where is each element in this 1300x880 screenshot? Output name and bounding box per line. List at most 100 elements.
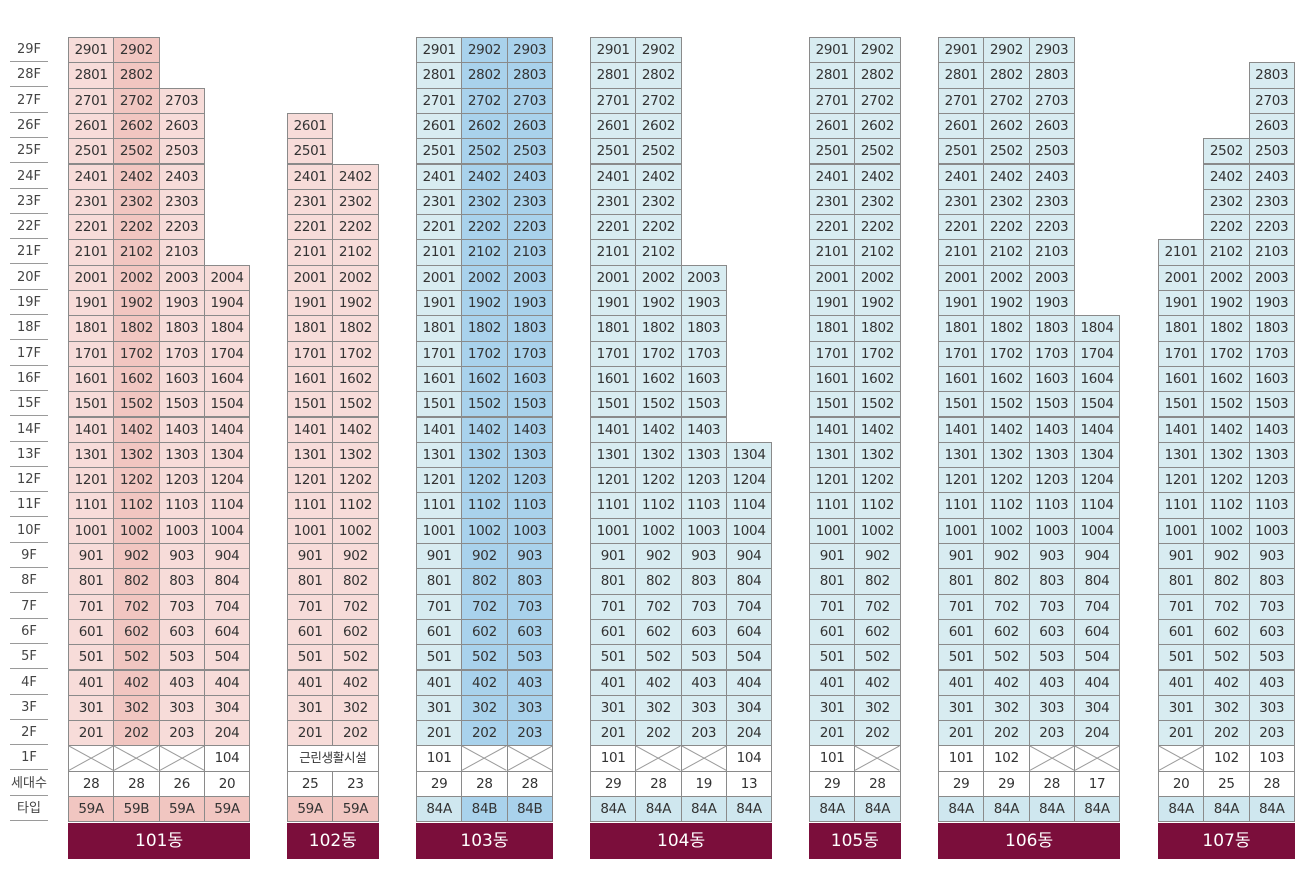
unit-cell: 1802 bbox=[1203, 315, 1250, 342]
unit-cell: 2503 bbox=[158, 138, 205, 165]
unit-cell: 1401 bbox=[287, 416, 334, 443]
unit-cell: 2503 bbox=[506, 138, 553, 165]
unit-cell: 501 bbox=[938, 644, 985, 671]
unit-cell: 803 bbox=[1248, 568, 1295, 595]
cross-icon bbox=[462, 746, 506, 770]
floor-label: 24F bbox=[10, 164, 48, 189]
unit-cell: 1502 bbox=[332, 391, 379, 418]
unit-cell: 203 bbox=[1248, 720, 1295, 747]
unit-cell: 1001 bbox=[809, 517, 856, 544]
unit-cell: 2402 bbox=[1203, 163, 1250, 190]
first-floor-unit: 102 bbox=[1203, 745, 1250, 772]
unit-cell: 2403 bbox=[1028, 163, 1075, 190]
unit-cell: 2502 bbox=[983, 138, 1030, 165]
unit-cell: 1301 bbox=[68, 441, 115, 469]
unit-cell: 2501 bbox=[809, 138, 856, 165]
unit-cell: 303 bbox=[158, 694, 205, 722]
empty-cross-cell bbox=[158, 745, 205, 772]
unit-cell: 2202 bbox=[854, 214, 901, 241]
unit-cell: 1501 bbox=[416, 391, 463, 418]
floor-label: 13F bbox=[10, 442, 48, 467]
unit-cell: 2402 bbox=[854, 163, 901, 190]
unit-cell: 1104 bbox=[203, 492, 251, 519]
unit-cell: 2303 bbox=[506, 188, 553, 216]
unit-cell: 2901 bbox=[416, 37, 463, 64]
unit-cell: 1901 bbox=[68, 290, 115, 317]
unit-cell: 1801 bbox=[68, 315, 115, 342]
unit-cell: 802 bbox=[983, 568, 1030, 595]
unit-cell: 201 bbox=[809, 720, 856, 747]
unit-cell: 2403 bbox=[158, 163, 205, 190]
unit-cell: 1902 bbox=[635, 290, 682, 317]
unit-cell: 503 bbox=[506, 644, 553, 671]
unit-cell: 804 bbox=[1073, 568, 1121, 595]
unit-cell: 2501 bbox=[590, 138, 637, 165]
unit-cell: 2402 bbox=[332, 163, 379, 190]
unit-cell: 1802 bbox=[635, 315, 682, 342]
unit-cell: 603 bbox=[680, 618, 727, 646]
unit-cell: 502 bbox=[113, 644, 160, 671]
unit-cell: 1202 bbox=[983, 467, 1030, 494]
unit-cell: 1903 bbox=[1248, 290, 1295, 317]
empty-cross-cell bbox=[113, 745, 160, 772]
unit-cell: 2803 bbox=[506, 62, 553, 89]
unit-cell: 2103 bbox=[1248, 239, 1295, 266]
unit-cell: 903 bbox=[680, 543, 727, 570]
floor-label: 세대수 bbox=[10, 771, 48, 796]
unit-type: 84A bbox=[1028, 796, 1075, 823]
unit-cell: 1902 bbox=[983, 290, 1030, 317]
unit-cell: 603 bbox=[1028, 618, 1075, 646]
unit-cell: 2001 bbox=[68, 264, 115, 291]
unit-cell: 1004 bbox=[203, 517, 251, 544]
first-floor-unit: 101 bbox=[416, 745, 463, 772]
unit-cell: 2703 bbox=[506, 87, 553, 114]
unit-cell: 2502 bbox=[1203, 138, 1250, 165]
unit-cell: 402 bbox=[635, 669, 682, 696]
unit-cell: 802 bbox=[1203, 568, 1250, 595]
unit-cell: 301 bbox=[68, 694, 115, 722]
unit-cell: 1102 bbox=[635, 492, 682, 519]
unit-cell: 1702 bbox=[461, 340, 508, 367]
first-floor-unit: 104 bbox=[203, 745, 251, 772]
unit-count: 26 bbox=[158, 770, 205, 797]
unit-cell: 1703 bbox=[506, 340, 553, 367]
unit-cell: 1102 bbox=[332, 492, 379, 519]
unit-cell: 1704 bbox=[203, 340, 251, 367]
unit-cell: 1201 bbox=[1158, 467, 1205, 494]
unit-cell: 1403 bbox=[680, 416, 727, 443]
unit-type: 84A bbox=[725, 796, 773, 823]
unit-cell: 304 bbox=[1073, 694, 1121, 722]
unit-cell: 2901 bbox=[590, 37, 637, 64]
unit-cell: 1302 bbox=[461, 441, 508, 469]
unit-cell: 2202 bbox=[461, 214, 508, 241]
unit-cell: 302 bbox=[113, 694, 160, 722]
unit-cell: 601 bbox=[68, 618, 115, 646]
unit-cell: 2702 bbox=[635, 87, 682, 114]
unit-cell: 1502 bbox=[854, 391, 901, 418]
unit-cell: 1401 bbox=[416, 416, 463, 443]
unit-cell: 2001 bbox=[1158, 264, 1205, 291]
unit-cell: 1404 bbox=[203, 416, 251, 443]
floor-label: 29F bbox=[10, 37, 48, 62]
unit-cell: 2202 bbox=[983, 214, 1030, 241]
unit-cell: 1403 bbox=[158, 416, 205, 443]
unit-cell: 202 bbox=[332, 720, 379, 747]
unit-cell: 604 bbox=[203, 618, 251, 646]
unit-cell: 902 bbox=[854, 543, 901, 570]
unit-cell: 1702 bbox=[1203, 340, 1250, 367]
unit-cell: 903 bbox=[506, 543, 553, 570]
unit-cell: 2303 bbox=[158, 188, 205, 216]
unit-cell: 701 bbox=[809, 593, 856, 620]
unit-cell: 2701 bbox=[416, 87, 463, 114]
floor-label: 2F bbox=[10, 720, 48, 746]
unit-cell: 2002 bbox=[1203, 264, 1250, 291]
unit-cell: 2302 bbox=[983, 188, 1030, 216]
unit-cell: 503 bbox=[158, 644, 205, 671]
unit-cell: 2501 bbox=[938, 138, 985, 165]
unit-cell: 2302 bbox=[854, 188, 901, 216]
unit-cell: 1803 bbox=[1028, 315, 1075, 342]
unit-count: 29 bbox=[983, 770, 1030, 797]
unit-cell: 2403 bbox=[1248, 163, 1295, 190]
cross-icon bbox=[69, 746, 113, 770]
unit-cell: 2201 bbox=[809, 214, 856, 241]
